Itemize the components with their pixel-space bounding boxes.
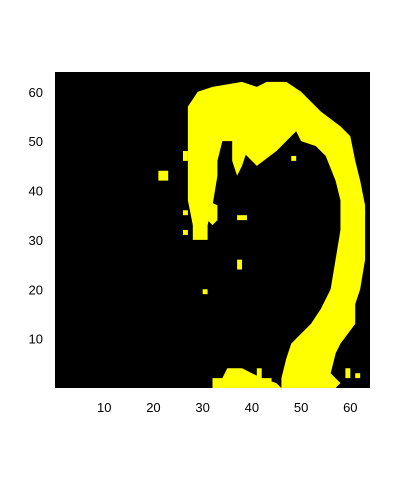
- x-tick-label: 60: [343, 400, 357, 415]
- heatmap-region-18: [355, 373, 361, 379]
- y-axis: 10 20 30 40 50 60: [29, 85, 43, 347]
- heatmap-region-12: [182, 230, 188, 235]
- heatmap-region-2: [207, 200, 218, 226]
- y-tick-label: 50: [29, 134, 43, 149]
- heatmap-region-10: [182, 151, 188, 161]
- heatmap-region-3: [232, 141, 247, 176]
- heatmap-region-16: [345, 323, 351, 329]
- x-tick-label: 20: [146, 400, 160, 415]
- heatmap-region-20: [261, 378, 272, 388]
- heatmap-region-6: [158, 170, 169, 181]
- heatmap-region-1: [187, 81, 366, 388]
- y-tick-label: 10: [29, 332, 43, 347]
- heatmap-region-8: [237, 259, 243, 270]
- heatmap-region-17: [345, 368, 351, 379]
- heatmap-region-15: [360, 210, 366, 216]
- y-tick-label: 40: [29, 184, 43, 199]
- heatmap-regions: [158, 81, 366, 388]
- y-tick-label: 60: [29, 85, 43, 100]
- heatmap-region-14: [320, 126, 326, 132]
- heatmap-region-9: [202, 289, 208, 295]
- y-tick-label: 30: [29, 233, 43, 248]
- heatmap-region-11: [182, 210, 188, 216]
- plot-area: [55, 72, 370, 388]
- y-tick-label: 20: [29, 282, 43, 297]
- x-tick-label: 40: [245, 400, 259, 415]
- x-axis: 10 20 30 40 50 60: [97, 400, 358, 415]
- x-tick-label: 30: [195, 400, 209, 415]
- heatmap-region-5: [286, 343, 336, 388]
- heatmap-region-7: [237, 215, 247, 221]
- heatmap-region-19: [256, 368, 262, 379]
- x-tick-label: 50: [294, 400, 308, 415]
- x-tick-label: 10: [97, 400, 111, 415]
- heatmap-region-13: [291, 155, 297, 161]
